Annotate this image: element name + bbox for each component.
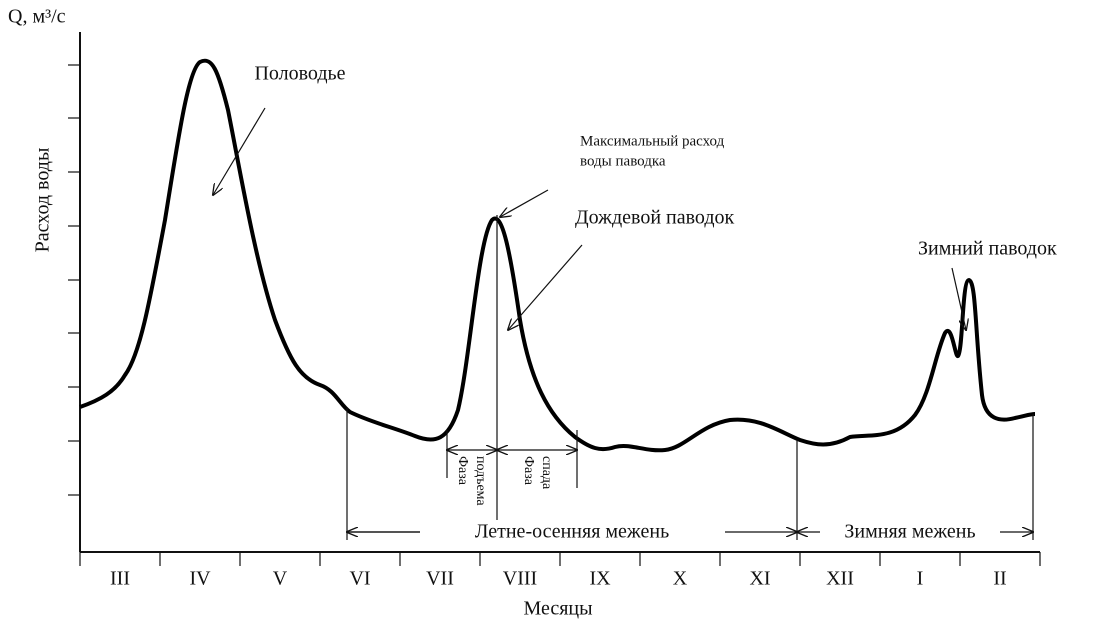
month-label: VII: [426, 568, 454, 590]
y-unit: Q, м³/с: [8, 6, 66, 28]
label-bg: [422, 520, 724, 544]
month-label: V: [273, 568, 288, 590]
month-label: X: [673, 568, 688, 590]
annotation-arrows: [213, 107, 966, 330]
low-flow-label: Зимняя межень: [844, 521, 975, 543]
label-bg: [822, 520, 998, 544]
month-label: II: [993, 568, 1006, 590]
annotation: Дождевой паводок: [575, 207, 735, 229]
phase-label: спада: [539, 456, 554, 490]
annotation: Зимний паводок: [918, 238, 1057, 260]
phase-lines: [347, 215, 1033, 542]
phase-label: подъема: [473, 456, 488, 506]
annotation: Максимальный расход: [580, 133, 725, 149]
x-label: Месяцы: [523, 598, 592, 620]
month-label: VIII: [503, 568, 537, 590]
phase-label: Фаза: [455, 456, 470, 486]
month-label: XII: [826, 568, 854, 590]
month-label: III: [110, 568, 130, 590]
axes: [68, 32, 1041, 566]
hydrograph-curve: [79, 58, 1036, 453]
phase-label: Фаза: [521, 456, 536, 486]
y-label: Расход воды: [32, 148, 54, 253]
month-label: IV: [189, 568, 211, 590]
annotation: воды паводка: [580, 153, 666, 169]
month-label: VI: [349, 568, 370, 590]
low-flow-label: Летне-осенняя межень: [475, 521, 669, 543]
month-label: I: [917, 568, 924, 590]
month-label: XI: [749, 568, 770, 590]
annotation: Половодье: [254, 63, 345, 85]
month-label: IX: [589, 568, 611, 590]
